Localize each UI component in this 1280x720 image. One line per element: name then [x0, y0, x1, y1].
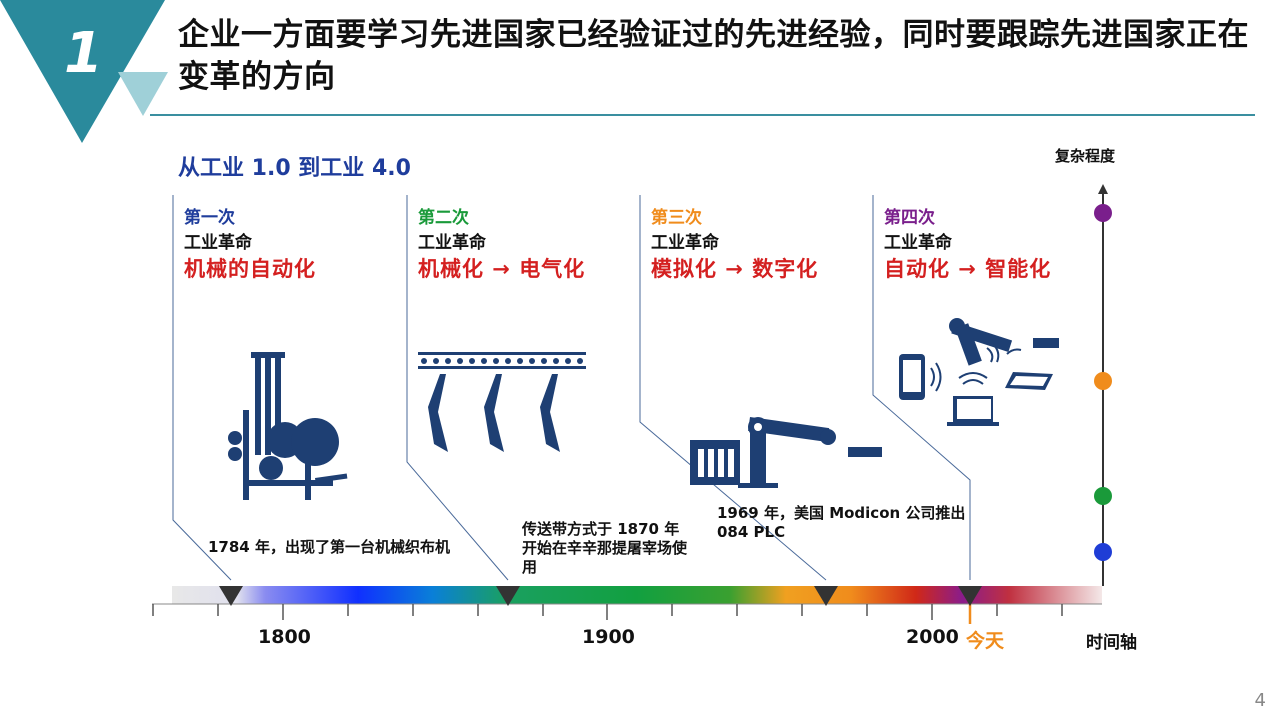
complexity-axis — [1094, 184, 1112, 586]
milestone-marker-1 — [219, 586, 243, 606]
revolution-ordinal: 第三次 — [651, 208, 702, 228]
milestone-3: 1969 年，美国 Modicon 公司推出 084 PLC — [717, 504, 966, 541]
revolution-ordinal: 第一次 — [184, 208, 235, 228]
year-1800: 1800 — [258, 626, 311, 648]
badge-number: 1 — [64, 21, 103, 86]
revolution-desc: 模拟化 → 数字化 — [651, 257, 819, 281]
slide-title: 企业一方面要学习先进国家已经验证过的先进经验，同时要跟踪先进国家正在变革的方向 — [178, 17, 1249, 95]
revolution-4: 第四次 工业革命 自动化 → 智能化 — [884, 203, 1051, 283]
milestone-marker-4 — [958, 586, 982, 606]
page-number: 4 — [1254, 690, 1266, 711]
revolution-desc: 机械的自动化 — [184, 257, 316, 281]
time-axis-label: 时间轴 — [1086, 633, 1137, 653]
year-1900: 1900 — [582, 626, 635, 648]
milestone-marker-3 — [814, 586, 838, 606]
milestone-2: 传送带方式于 1870 年开始在辛辛那提屠宰场使用 — [522, 520, 688, 576]
revolution-3: 第三次 工业革命 模拟化 → 数字化 — [651, 203, 818, 283]
today-label: 今天 — [966, 630, 1005, 652]
loom-icon — [228, 352, 348, 500]
complexity-axis-label: 复杂程度 — [1055, 147, 1116, 165]
revolution-2: 第二次 工业革命 机械化 → 电气化 — [418, 203, 585, 283]
year-2000: 2000 — [906, 626, 959, 648]
slide-badge: 1 — [0, 0, 168, 143]
revolution-label: 工业革命 — [651, 233, 719, 253]
revolution-label: 工业革命 — [884, 233, 952, 253]
revolution-1: 第一次 工业革命 机械的自动化 — [184, 203, 316, 283]
milestone-1: 1784 年，出现了第一台机械织布机 — [208, 538, 450, 556]
title-divider — [150, 114, 1255, 116]
smart-devices-icon — [899, 318, 1059, 426]
revolution-ordinal: 第二次 — [418, 208, 469, 228]
revolution-desc: 自动化 → 智能化 — [884, 257, 1052, 281]
revolution-label: 工业革命 — [184, 233, 252, 253]
robot-arm-icon — [690, 417, 882, 488]
revolution-desc: 机械化 → 电气化 — [418, 257, 586, 281]
conveyor-icon — [418, 352, 586, 452]
milestone-marker-2 — [496, 586, 520, 606]
complexity-dot-3 — [1094, 372, 1112, 390]
figure-subtitle: 从工业 1.0 到工业 4.0 — [178, 156, 411, 181]
time-axis — [152, 586, 1102, 624]
complexity-dot-1 — [1094, 543, 1112, 561]
revolution-label: 工业革命 — [418, 233, 486, 253]
complexity-dot-4 — [1094, 204, 1112, 222]
complexity-dot-2 — [1094, 487, 1112, 505]
revolution-ordinal: 第四次 — [884, 208, 935, 228]
